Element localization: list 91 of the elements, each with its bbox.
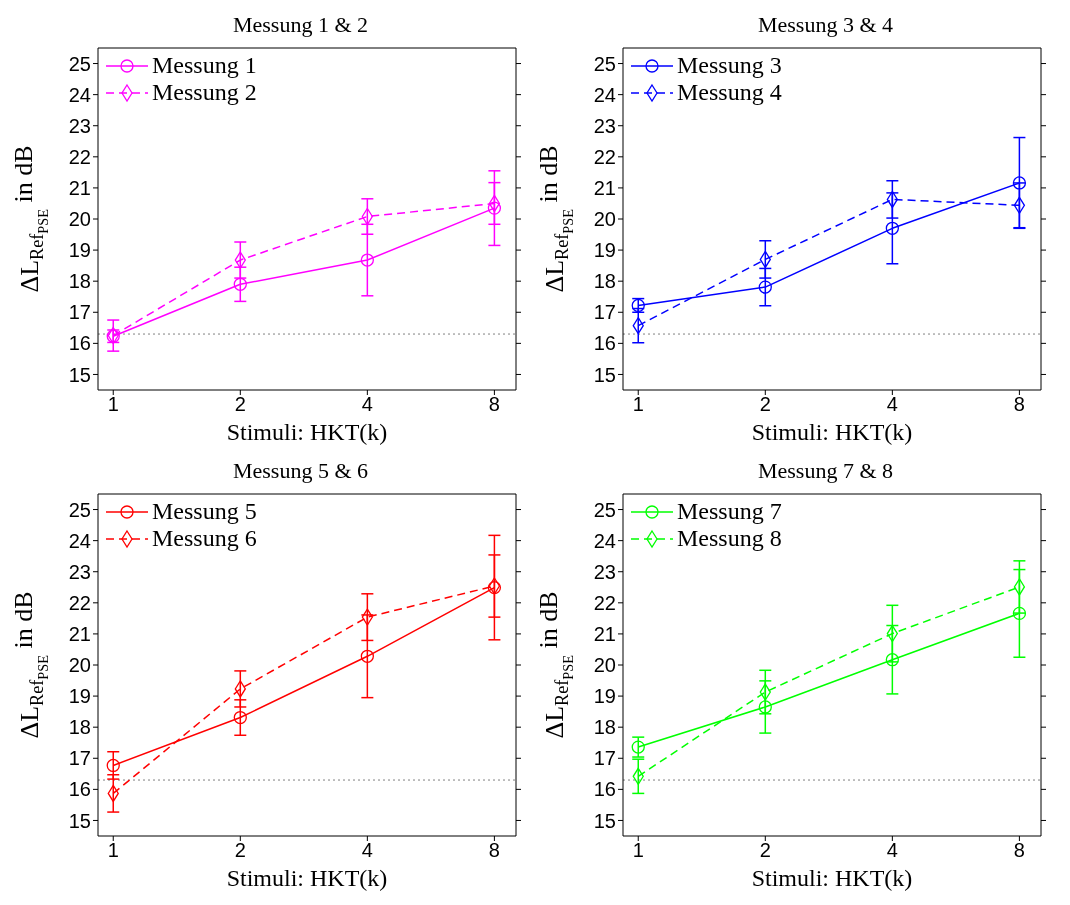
point <box>360 253 374 267</box>
x-tick-label: 4 <box>361 393 373 416</box>
point <box>758 700 772 714</box>
y-tick-label: 15 <box>68 363 91 386</box>
y-tick-label: 17 <box>593 301 616 324</box>
y-tick-label: 16 <box>68 778 91 801</box>
y-tick-label: 20 <box>68 654 91 677</box>
legend-label: Messung 2 <box>152 79 257 106</box>
y-tick-label: 15 <box>593 809 616 832</box>
x-tick-label: 8 <box>1013 393 1025 416</box>
y-tick-label: 20 <box>593 654 616 677</box>
y-tick-label: 25 <box>68 52 91 75</box>
y-tick-label: 20 <box>593 208 616 231</box>
x-tick-label: 2 <box>234 393 246 416</box>
x-axis-title: Stimuli: HKT(k) <box>751 865 913 891</box>
x-tick-label: 4 <box>361 839 373 862</box>
point <box>106 758 120 773</box>
y-tick-label: 18 <box>68 270 91 293</box>
x-tick-label: 4 <box>886 393 898 416</box>
y-tick-label: 16 <box>68 332 91 355</box>
point <box>360 649 374 663</box>
x-tick-label: 1 <box>632 839 644 862</box>
y-tick-label: 21 <box>593 623 616 646</box>
x-tick-label: 8 <box>488 393 500 416</box>
legend-label: Messung 7 <box>677 498 782 525</box>
chart-title: Messung 7 & 8 <box>756 457 895 485</box>
legend-label: Messung 8 <box>677 525 782 552</box>
point <box>631 740 645 754</box>
point <box>233 277 247 291</box>
y-tick-label: 24 <box>593 83 616 106</box>
y-tick-label: 23 <box>593 560 616 583</box>
y-tick-label: 18 <box>593 270 616 293</box>
y-tick-label: 25 <box>593 498 616 521</box>
x-tick-label: 2 <box>759 393 771 416</box>
y-tick-label: 19 <box>68 685 91 708</box>
legend-label: Messung 1 <box>152 52 257 79</box>
chart-title: Messung 3 & 4 <box>756 11 895 39</box>
legend-label: Messung 6 <box>152 525 257 552</box>
y-tick-label: 21 <box>68 177 91 200</box>
legend-label: Messung 3 <box>677 52 782 79</box>
legend-label: Messung 4 <box>677 79 782 106</box>
y-tick-label: 25 <box>68 498 91 521</box>
chart-title: Messung 1 & 2 <box>231 11 370 39</box>
y-tick-label: 25 <box>593 52 616 75</box>
y-tick-label: 17 <box>68 747 91 770</box>
point <box>885 221 899 235</box>
x-tick-label: 4 <box>886 839 898 862</box>
x-tick-label: 2 <box>234 839 246 862</box>
y-tick-label: 23 <box>68 114 91 137</box>
point <box>487 201 502 215</box>
x-axis-title: Stimuli: HKT(k) <box>226 419 388 445</box>
x-tick-label: 1 <box>632 393 644 416</box>
x-tick-label: 1 <box>107 839 119 862</box>
point <box>1013 578 1026 596</box>
y-tick-label: 21 <box>68 623 91 646</box>
y-tick-label: 17 <box>593 747 616 770</box>
y-tick-label: 15 <box>68 809 91 832</box>
chart-title: Messung 5 & 6 <box>231 457 370 485</box>
y-tick-label: 18 <box>593 716 616 739</box>
y-tick-label: 16 <box>593 332 616 355</box>
y-tick-label: 24 <box>68 529 91 552</box>
y-tick-label: 17 <box>68 301 91 324</box>
y-tick-label: 15 <box>593 363 616 386</box>
point <box>758 280 772 294</box>
x-axis-title: Stimuli: HKT(k) <box>226 865 388 891</box>
point <box>1012 606 1027 621</box>
point <box>233 710 247 725</box>
y-tick-label: 24 <box>68 83 91 106</box>
y-tick-label: 23 <box>593 114 616 137</box>
y-tick-label: 19 <box>68 239 91 262</box>
y-tick-label: 22 <box>68 145 91 168</box>
x-tick-label: 2 <box>759 839 771 862</box>
y-tick-label: 19 <box>593 239 616 262</box>
y-tick-label: 20 <box>68 208 91 231</box>
y-tick-label: 23 <box>68 560 91 583</box>
point <box>885 653 899 667</box>
legend-label: Messung 5 <box>152 498 257 525</box>
y-tick-label: 22 <box>593 145 616 168</box>
y-tick-label: 24 <box>593 529 616 552</box>
y-tick-label: 19 <box>593 685 616 708</box>
y-tick-label: 16 <box>593 778 616 801</box>
y-tick-label: 18 <box>68 716 91 739</box>
y-tick-label: 22 <box>68 591 91 614</box>
point <box>1012 176 1027 190</box>
point <box>1013 196 1026 214</box>
x-tick-label: 8 <box>488 839 500 862</box>
x-tick-label: 1 <box>107 393 119 416</box>
x-axis-title: Stimuli: HKT(k) <box>751 419 913 445</box>
y-tick-label: 21 <box>593 177 616 200</box>
x-tick-label: 8 <box>1013 839 1025 862</box>
y-tick-label: 22 <box>593 591 616 614</box>
